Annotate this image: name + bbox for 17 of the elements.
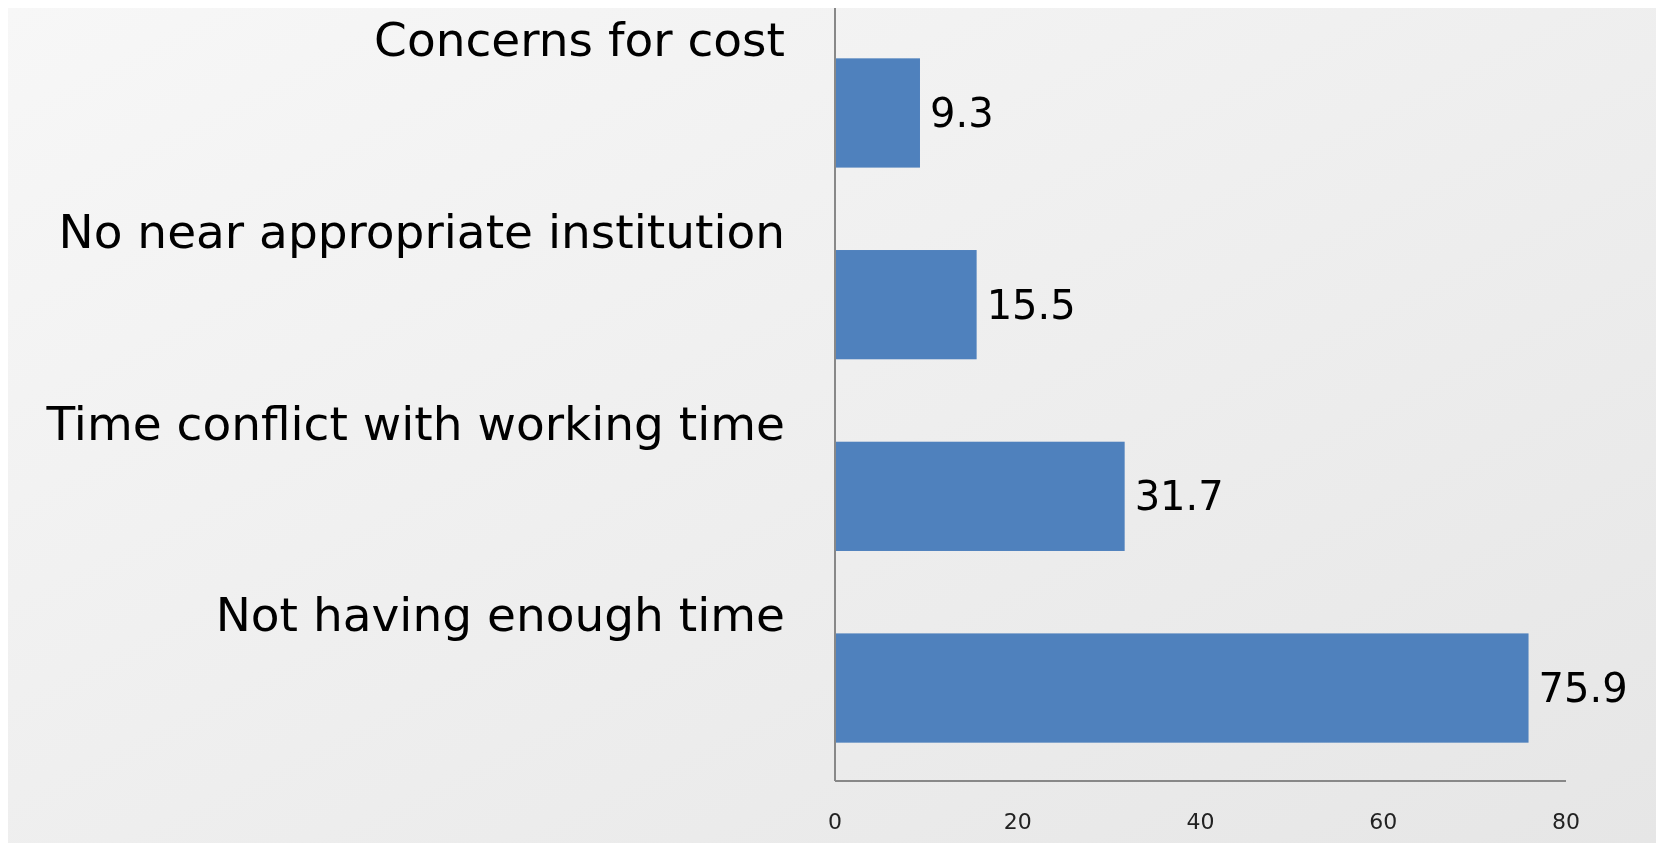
- data-label: 9.3: [929, 89, 994, 136]
- y-tick-label: Time conflict with working time: [45, 395, 785, 451]
- x-tick-label: 60: [1369, 809, 1398, 834]
- x-tick-label: 0: [828, 809, 842, 834]
- y-tick-label: Concerns for cost: [374, 12, 785, 68]
- data-label: 15.5: [986, 281, 1076, 328]
- bar: [835, 633, 1529, 743]
- y-tick-label: Not having enough time: [215, 587, 785, 643]
- bar: [835, 58, 920, 168]
- x-tick-label: 20: [1003, 809, 1032, 834]
- x-tick-label: 40: [1186, 809, 1215, 834]
- bar: [835, 441, 1125, 551]
- data-label: 75.9: [1538, 665, 1628, 712]
- x-tick-label: 80: [1552, 809, 1580, 834]
- data-label: 31.7: [1134, 473, 1224, 520]
- y-tick-label: No near appropriate institution: [58, 204, 785, 260]
- bar: [835, 250, 977, 360]
